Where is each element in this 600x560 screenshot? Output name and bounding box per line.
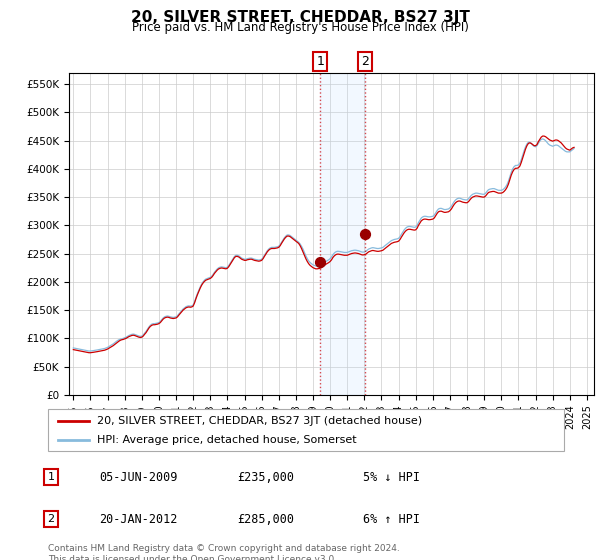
Text: 6% ↑ HPI: 6% ↑ HPI (363, 512, 420, 526)
Text: £285,000: £285,000 (237, 512, 294, 526)
Text: 05-JUN-2009: 05-JUN-2009 (99, 470, 178, 484)
Point (316, 258, 325, 267)
Text: 20-JAN-2012: 20-JAN-2012 (99, 512, 178, 526)
Text: Contains HM Land Registry data © Crown copyright and database right 2024.
This d: Contains HM Land Registry data © Crown c… (48, 544, 400, 560)
Text: 20, SILVER STREET, CHEDDAR, BS27 3JT: 20, SILVER STREET, CHEDDAR, BS27 3JT (131, 10, 469, 25)
Text: £235,000: £235,000 (237, 470, 294, 484)
FancyBboxPatch shape (48, 409, 564, 451)
Text: 2: 2 (47, 514, 55, 524)
Text: 1: 1 (47, 472, 55, 482)
Text: 5% ↓ HPI: 5% ↓ HPI (363, 470, 420, 484)
Bar (320, 73, 365, 395)
Text: 1: 1 (316, 55, 324, 68)
Text: HPI: Average price, detached house, Somerset: HPI: Average price, detached house, Some… (97, 435, 356, 445)
Text: 2: 2 (361, 55, 369, 68)
Point (361, 230, 370, 239)
Text: 20, SILVER STREET, CHEDDAR, BS27 3JT (detached house): 20, SILVER STREET, CHEDDAR, BS27 3JT (de… (97, 416, 422, 426)
Text: Price paid vs. HM Land Registry's House Price Index (HPI): Price paid vs. HM Land Registry's House … (131, 21, 469, 34)
